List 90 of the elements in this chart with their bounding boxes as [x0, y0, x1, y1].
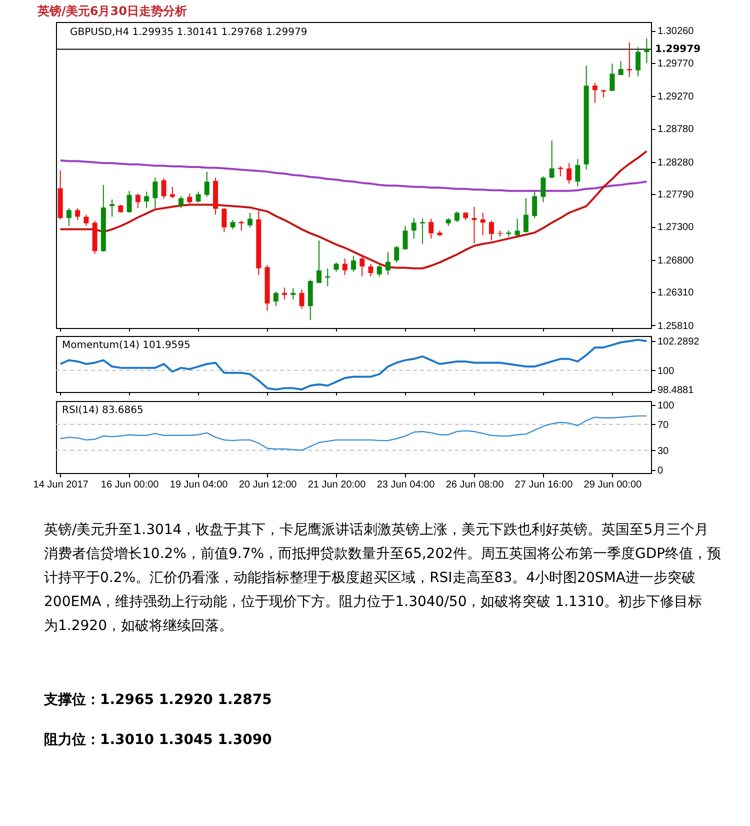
candlestick: [592, 82, 598, 104]
candlestick: [135, 193, 140, 209]
x-tick-label: 26 Jun 08:00: [446, 480, 504, 490]
annotation: GBPUSD,H4 1.29935 1.30141 1.29768 1.29979: [70, 27, 308, 38]
candlestick: [480, 212, 486, 236]
candlestick: [411, 218, 416, 240]
candlestick: [376, 264, 382, 277]
candlestick: [626, 42, 632, 78]
line-series: [60, 415, 648, 451]
candlestick: [196, 191, 201, 204]
x-tick-label: 21 Jun 20:00: [308, 480, 366, 490]
candlestick: [110, 199, 115, 218]
candlestick: [540, 176, 546, 203]
candlestick: [514, 218, 520, 238]
candlestick: [84, 214, 89, 226]
y-tick-label: 0: [658, 465, 664, 476]
y-tick-label: 1.28780: [658, 124, 694, 136]
y-tick-label: 30: [658, 446, 670, 457]
candlestick: [342, 258, 348, 276]
candlestick: [222, 208, 227, 232]
candlestick: [610, 63, 615, 92]
candlestick: [152, 177, 158, 209]
candlestick: [566, 162, 572, 184]
candlestick: [575, 158, 580, 187]
ref-line-label: 1.29979: [655, 44, 701, 56]
y-tick-label: 1.26310: [658, 288, 694, 299]
chart-title: 英镑/美元6月30日走势分析: [36, 4, 187, 18]
line-series: [59, 338, 648, 390]
text: 英镑/美元升至1.3014，收盘于其下，卡尼鹰派讲话刺激英镑上涨，美元下跌也利好英镑。英国至5月三个月消费者信贷增长10.2%，前值9.7%，而抵押贷款数量升至65,202件。周五英国将公布第一季度GDP终值，预计持平于0.2%。汇价仍看涨，动能指标整理于极度超买区域，RSI走高至83。4小时图20SMA进一步突破200EMA，维持强劲上行动能，位于现价下方。阻力位于1.3040/50，如破将突破 1.1310。初步下修目标为1.2920，如破将继续回落。: [44, 522, 722, 634]
candlestick: [523, 198, 528, 234]
candlestick: [161, 178, 166, 200]
candlestick: [248, 212, 253, 228]
y-tick-label: 100: [658, 400, 675, 412]
candlestick: [187, 193, 192, 204]
candlestick: [238, 220, 244, 232]
y-tick-label: 98.4881: [658, 385, 694, 396]
candlestick: [316, 240, 322, 284]
x-tick-label: 16 Jun 00:00: [100, 480, 160, 490]
candlestick: [428, 218, 434, 240]
candlestick: [472, 206, 477, 244]
candlestick: [558, 166, 563, 177]
candlestick: [360, 254, 365, 277]
x-tick-label: 29 Jun 00:00: [584, 480, 642, 490]
candlestick: [126, 190, 132, 214]
x-tick-label: 23 Jun 04:00: [376, 480, 436, 490]
candlestick: [351, 255, 356, 272]
candlestick: [644, 38, 650, 64]
candlestick: [230, 220, 236, 230]
candlestick: [420, 218, 425, 244]
candlestick: [66, 208, 72, 226]
candlestick: [618, 60, 624, 76]
y-tick-label: 1.26800: [658, 255, 694, 266]
candlestick: [273, 291, 278, 307]
y-tick-label: 1.27300: [658, 222, 694, 234]
x-tick-label: 14 Jun 2017: [33, 480, 89, 490]
line-series: [59, 150, 648, 270]
y-tick-label: 70: [658, 420, 670, 431]
y-tick-label: 102.2892: [658, 336, 700, 348]
candlestick: [282, 287, 288, 300]
candlestick: [144, 191, 150, 209]
candlestick: [299, 289, 304, 310]
y-tick-label: 1.29770: [658, 58, 694, 70]
y-tick-label: 1.25810: [658, 320, 694, 332]
candlestick: [75, 208, 80, 221]
candlestick: [394, 245, 400, 263]
y-tick-label: 100: [658, 366, 675, 377]
candlestick: [178, 196, 184, 209]
candlestick: [170, 186, 175, 199]
candlestick: [488, 220, 494, 242]
y-tick-label: 1.28280: [658, 157, 694, 168]
y-tick-label: 1.27790: [658, 190, 694, 201]
candlestick: [204, 171, 210, 198]
candlestick: [334, 262, 339, 272]
candlestick: [385, 251, 390, 276]
chart-title: Momentum(14) 101.9595: [62, 340, 190, 351]
chart-title: RSI(14) 83.6865: [62, 405, 144, 416]
y-tick-label: 1.29270: [658, 92, 694, 103]
candlestick: [549, 140, 554, 179]
candlestick: [454, 210, 460, 223]
x-tick-label: 27 Jun 16:00: [514, 480, 574, 490]
text: 阻力位：1.3010 1.3045 1.3090: [44, 732, 272, 748]
candlestick: [290, 288, 296, 300]
x-tick-label: 19 Jun 04:00: [170, 480, 228, 490]
y-tick-label: 1.30260: [658, 26, 694, 38]
text: 支撑位：1.2965 1.2920 1.2875: [43, 692, 272, 708]
candlestick: [368, 263, 374, 277]
candlestick: [532, 191, 538, 219]
candlestick: [636, 46, 641, 77]
candlestick: [402, 226, 408, 250]
x-tick-label: 20 Jun 12:00: [238, 480, 298, 490]
